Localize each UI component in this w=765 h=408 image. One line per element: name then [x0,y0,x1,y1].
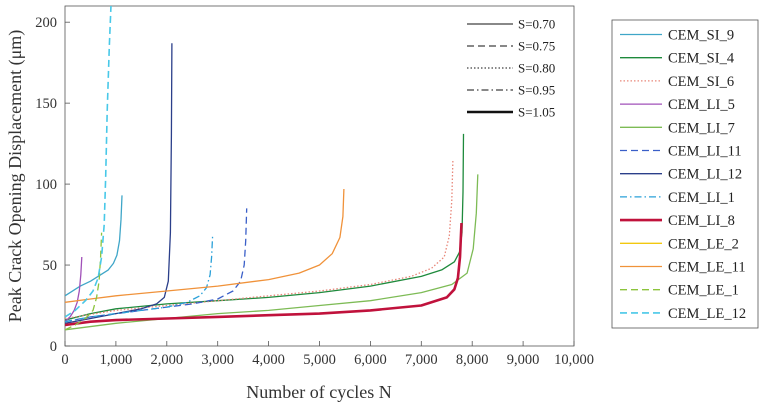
stress-legend-label: S=0.80 [518,61,555,76]
y-tick-label: 50 [43,258,58,274]
legend-label: CEM_LI_8 [668,213,735,229]
series-line-cem-le-11 [65,188,345,303]
x-tick-label: 8,000 [456,352,489,368]
legend-label: CEM_LI_1 [668,190,735,206]
y-axis-label: Peak Crack Opening Displacement (μm) [5,30,26,323]
y-tick-label: 200 [35,15,57,31]
x-tick-label: 0 [61,352,68,368]
x-axis: 0 1,000 2,000 3,000 4,000 5,000 6,000 7,000 8,00… [61,341,594,368]
series-line-cem-le-1 [65,232,103,331]
legend-label: CEM_LI_5 [668,97,735,113]
legend-label: CEM_LI_7 [668,120,735,136]
stress-legend: S=0.70 S=0.75 S=0.80 S=0.95 S=1.05 [460,10,568,126]
x-tick-label: 5,000 [303,352,336,368]
x-tick-label: 1,000 [100,352,133,368]
legend-label: CEM_LE_2 [668,236,739,252]
x-axis-label: Number of cycles N [246,382,391,402]
series-line-cem-si-6 [65,159,454,320]
series-line-cem-le-12 [65,6,112,318]
legend-label: CEM_LE_12 [668,306,746,322]
x-tick-label: 4,000 [252,352,285,368]
legend-label: CEM_LI_12 [668,167,742,183]
legend-label: CEM_SI_6 [668,74,734,90]
x-tick-label: 3,000 [201,352,234,368]
stress-legend-label: S=0.70 [518,17,555,32]
legend-label: CEM_LE_1 [668,283,739,299]
y-tick-label: 150 [35,96,57,112]
series-legend: CEM_SI_9 CEM_SI_4 CEM_SI_6 CEM_LI_5 CEM_LI_7… [611,19,759,329]
y-axis: 0 50 100 150 200 [35,15,70,355]
x-tick-label: 6,000 [354,352,387,368]
series-line-cem-li-5 [65,256,83,323]
series-line-cem-si-4 [65,133,465,321]
legend-label: CEM_SI_4 [668,51,735,67]
series-line-cem-si-9 [65,195,123,297]
series-line-cem-li-12 [65,43,173,324]
stress-legend-label: S=0.95 [518,83,555,98]
x-tick-label: 9,000 [507,352,540,368]
y-tick-label: 0 [50,339,57,355]
x-tick-label: 2,000 [150,352,183,368]
legend-label: CEM_SI_9 [668,28,734,44]
legend-label: CEM_LI_11 [668,144,742,160]
legend-label: CEM_LE_11 [668,260,746,276]
stress-legend-label: S=0.75 [518,39,555,54]
stress-legend-label: S=1.05 [518,105,555,120]
series-layer [65,6,479,331]
series-line-cem-li-8 [65,222,463,327]
y-tick-label: 100 [35,177,57,193]
x-tick-label: 10,000 [554,352,594,368]
x-tick-label: 7,000 [405,352,438,368]
